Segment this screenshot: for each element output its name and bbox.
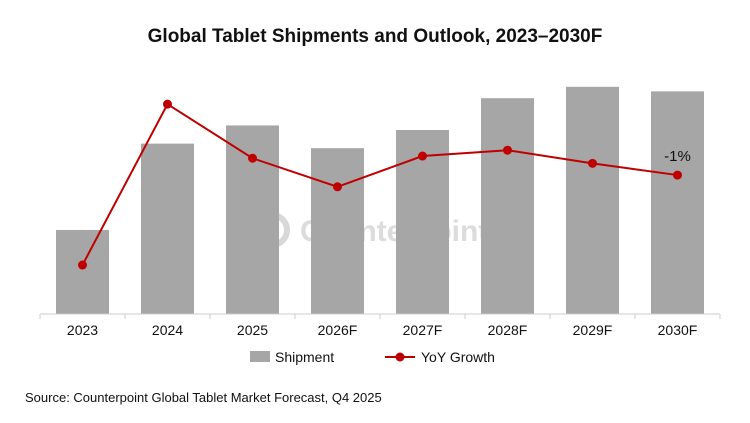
- point-yoy-2026F: [333, 182, 342, 192]
- point-yoy-2027F: [418, 151, 427, 161]
- data-label: -1%: [664, 148, 691, 165]
- point-yoy-2028F: [503, 145, 512, 155]
- x-tick-label: 2027F: [403, 322, 443, 338]
- point-yoy-2023: [78, 260, 87, 270]
- x-tick-label: 2026F: [318, 322, 358, 338]
- x-tick-label: 2030F: [658, 322, 698, 338]
- bar-shipment-2029F: [566, 86, 619, 314]
- x-tick-label: 2024: [152, 322, 183, 338]
- bar-shipment-2025: [226, 125, 279, 314]
- source-note: Source: Counterpoint Global Tablet Marke…: [25, 390, 382, 405]
- x-tick-label: 2023: [67, 322, 98, 338]
- point-yoy-2030F: [673, 170, 682, 180]
- bar-shipment-2028F: [481, 98, 534, 314]
- point-yoy-2029F: [588, 158, 597, 168]
- bar-shipment-2030F: [651, 91, 704, 314]
- legend-shipment-swatch: [250, 351, 270, 362]
- legend-yoy-label: YoY Growth: [421, 349, 495, 365]
- bar-shipment-2027F: [396, 129, 449, 314]
- chart-title: Global Tablet Shipments and Outlook, 202…: [147, 26, 603, 47]
- legend-shipment-label: Shipment: [275, 349, 334, 365]
- bar-shipment-2026F: [311, 148, 364, 314]
- point-yoy-2024: [163, 99, 172, 109]
- legend-yoy-marker: [395, 352, 405, 362]
- x-tick-label: 2025: [237, 322, 268, 338]
- bar-shipment-2023: [56, 229, 109, 314]
- point-yoy-2025: [248, 153, 257, 163]
- line-yoy-growth: [81, 102, 678, 266]
- x-tick-label: 2029F: [573, 322, 613, 338]
- bar-shipment-2024: [141, 143, 194, 314]
- x-tick-label: 2028F: [488, 322, 528, 338]
